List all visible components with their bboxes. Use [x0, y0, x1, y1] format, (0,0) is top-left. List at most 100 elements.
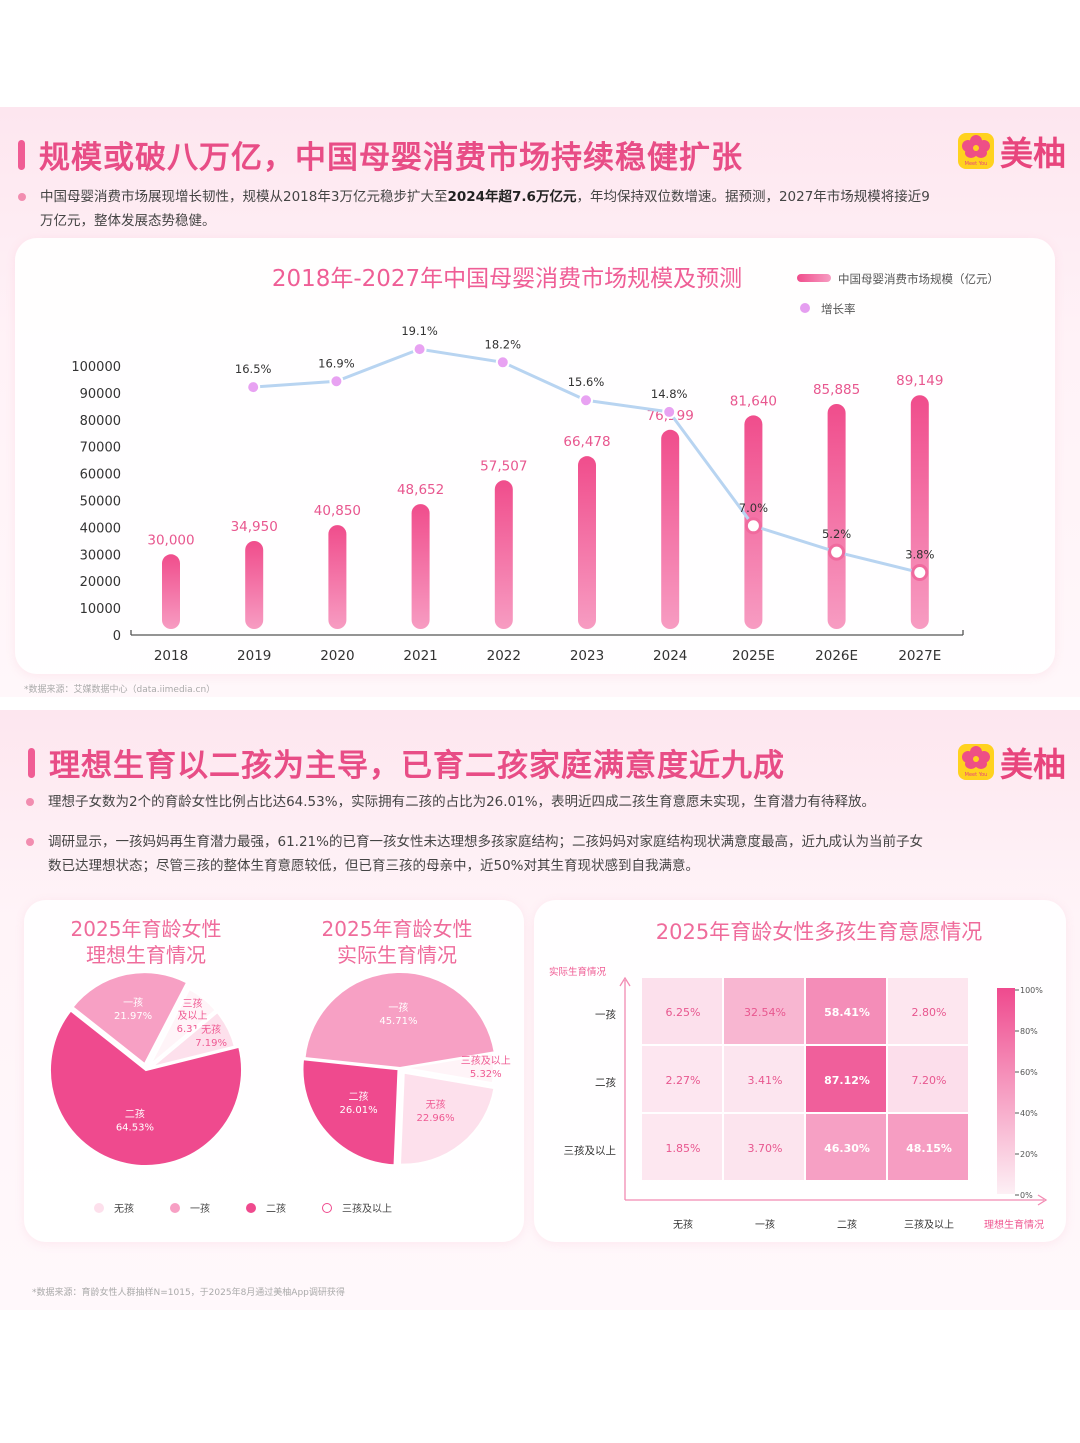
y-tick-label: 30000 [80, 548, 121, 563]
bullet-dot [18, 193, 26, 201]
heatmap-cell-value: 6.25% [666, 1006, 701, 1019]
pie2-title-line1: 2025年育龄女性 [321, 917, 473, 941]
y-tick-label: 10000 [80, 602, 121, 617]
pie-slice-name: 无孩 [201, 1023, 221, 1036]
flower-icon: Meet You [958, 133, 994, 169]
bullet-dot [26, 798, 34, 806]
pie-charts: 二孩64.53%一孩21.97%三孩及以上6.31%无孩7.19%一孩45.71… [49, 971, 511, 1167]
growth-point [329, 374, 344, 389]
growth-point [495, 355, 510, 370]
section2-source: *数据来源：育龄女性人群抽样N=1015，于2025年8月通过美柚App调研获得 [32, 1288, 345, 1298]
section1-bullet: 中国母婴消费市场展现增长韧性，规模从2018年3万亿元稳步扩大至2024年超7.… [18, 185, 942, 233]
section1-source: *数据来源：艾媒数据中心（data.iimedia.cn） [24, 685, 216, 695]
heatmap-cell [642, 1114, 722, 1180]
heatmap-cell [806, 978, 886, 1044]
color-scale-label: 60% [1020, 1068, 1038, 1077]
pie-slice-name: 一孩 [388, 1001, 408, 1014]
heatmap-cell [806, 1046, 886, 1112]
color-scale-bar [997, 988, 1015, 1194]
heatmap-cell-value: 1.85% [666, 1142, 701, 1155]
meetyou-logo: Meet You 美柚 [958, 127, 1066, 175]
logo-small-text: Meet You [964, 772, 988, 778]
bullet-dot [26, 838, 34, 846]
pie1-title-line1: 2025年育龄女性 [70, 917, 222, 941]
market-size-chart: 2018年-2027年中国母婴消费市场规模及预测 中国母婴消费市场规模（亿元） 增长… [71, 266, 999, 664]
heatmap-cell [642, 978, 722, 1044]
x-tick-label: 2018 [154, 648, 188, 664]
logo-small-text: Meet You [964, 161, 988, 167]
color-scale-label: 40% [1020, 1109, 1038, 1118]
legend-line-label: 增长率 [821, 302, 856, 316]
heatmap-cell [724, 1046, 804, 1112]
section1-heading: 规模或破八万亿，中国母婴消费市场持续稳健扩张 [18, 132, 743, 177]
bar [910, 395, 929, 629]
pie-slice [398, 1071, 496, 1166]
bullet-text-post: ，年均保持双位数增速。据预测，2027年市场规模将接近9万亿元，整体发展态势稳健… [40, 189, 930, 229]
pie-slice-value: 22.96% [417, 1113, 455, 1124]
pie-slice-value: 45.71% [379, 1016, 417, 1027]
pie-slice-value: 6.31% [177, 1024, 209, 1035]
bar-value-label: 40,850 [314, 503, 361, 519]
bullet-text: 理想子女数为2个的育龄女性比例占比达64.53%，实际拥有二孩的占比为26.01… [48, 794, 876, 810]
x-tick-label: 2021 [403, 648, 437, 664]
pie-slice-value: 26.01% [339, 1105, 377, 1116]
heatmap-cell [888, 978, 968, 1044]
heatmap-cell-value: 2.27% [666, 1074, 701, 1087]
growth-label: 5.2% [822, 527, 851, 541]
bar [411, 504, 430, 629]
bar-value-label: 81,640 [730, 393, 777, 409]
growth-point [744, 517, 762, 535]
pie-slice-name: 二孩 [349, 1090, 369, 1103]
bar-value-label: 30,000 [147, 532, 194, 548]
heatmap-cell-value: 3.41% [748, 1074, 783, 1087]
y-axis-title: 实际生育情况 [549, 966, 607, 978]
heatmap-card: 2025年育龄女性多孩生育意愿情况 实际生育情况 理想生育情况 一孩 6.25% 32.… [534, 900, 1066, 1242]
pie-slice [148, 987, 218, 1067]
heatmap-cell-value: 48.15% [906, 1142, 952, 1155]
y-tick-label: 70000 [80, 441, 121, 456]
heatmap-title: 2025年育龄女性多孩生育意愿情况 [655, 920, 983, 944]
legend-item-three: 三孩及以上 [322, 1200, 392, 1215]
pie-slice [49, 1009, 243, 1167]
x-tick-label: 2025E [732, 648, 775, 664]
heatmap-cell [642, 1046, 722, 1112]
logo-text: 美柚 [1000, 745, 1066, 784]
growth-label: 7.0% [739, 501, 768, 515]
bar [494, 480, 513, 629]
growth-label: 3.8% [905, 548, 934, 562]
market-size-section: 规模或破八万亿，中国母婴消费市场持续稳健扩张 Meet You 美柚 中国母婴消… [0, 107, 1080, 697]
growth-label: 15.6% [568, 375, 605, 389]
section1-title: 规模或破八万亿，中国母婴消费市场持续稳健扩张 [39, 140, 743, 176]
pie-slice [303, 971, 496, 1070]
pie1-title-line2: 理想生育情况 [86, 943, 206, 967]
growth-point [662, 404, 677, 419]
bar [827, 403, 846, 629]
heatmap-row-label: 二孩 [595, 1076, 616, 1089]
y-tick-label: 90000 [80, 387, 121, 402]
pie-slice-name: 二孩 [125, 1108, 145, 1121]
heading-accent-bar [28, 747, 35, 778]
growth-point [246, 380, 261, 395]
pie2-title: 2025年育龄女性 实际生育情况 [297, 916, 497, 968]
pie-slice-name: 及以上 [178, 1010, 208, 1022]
bar-value-label: 57,507 [480, 458, 527, 474]
heatmap-cell-value: 3.70% [748, 1142, 783, 1155]
pie-legend: 无孩 一孩 二孩 三孩及以上 [94, 1200, 428, 1215]
bar [162, 554, 180, 629]
y-tick-label: 0 [113, 629, 121, 644]
x-tick-label: 2019 [237, 648, 271, 664]
heatmap-cell [888, 1114, 968, 1180]
legend-item-two: 二孩 [246, 1200, 286, 1215]
pie-charts-card: 2025年育龄女性 理想生育情况 2025年育龄女性 实际生育情况 二孩 64.5… [24, 900, 524, 1242]
bullet-text-pre: 中国母婴消费市场展现增长韧性，规模从2018年3万亿元稳步扩大至 [40, 189, 448, 205]
heatmap-col-label: 一孩 [755, 1218, 775, 1231]
flower-icon: Meet You [958, 744, 994, 780]
heatmap-cell [724, 978, 804, 1044]
pie-slice-value: 5.32% [470, 1069, 502, 1080]
heatmap-cell-value: 46.30% [824, 1142, 870, 1155]
legend-item-none: 无孩 [94, 1200, 134, 1215]
growth-point [911, 564, 929, 582]
heatmap-row-label: 一孩 [595, 1008, 616, 1021]
pie-slice-value: 21.97% [114, 1011, 152, 1022]
